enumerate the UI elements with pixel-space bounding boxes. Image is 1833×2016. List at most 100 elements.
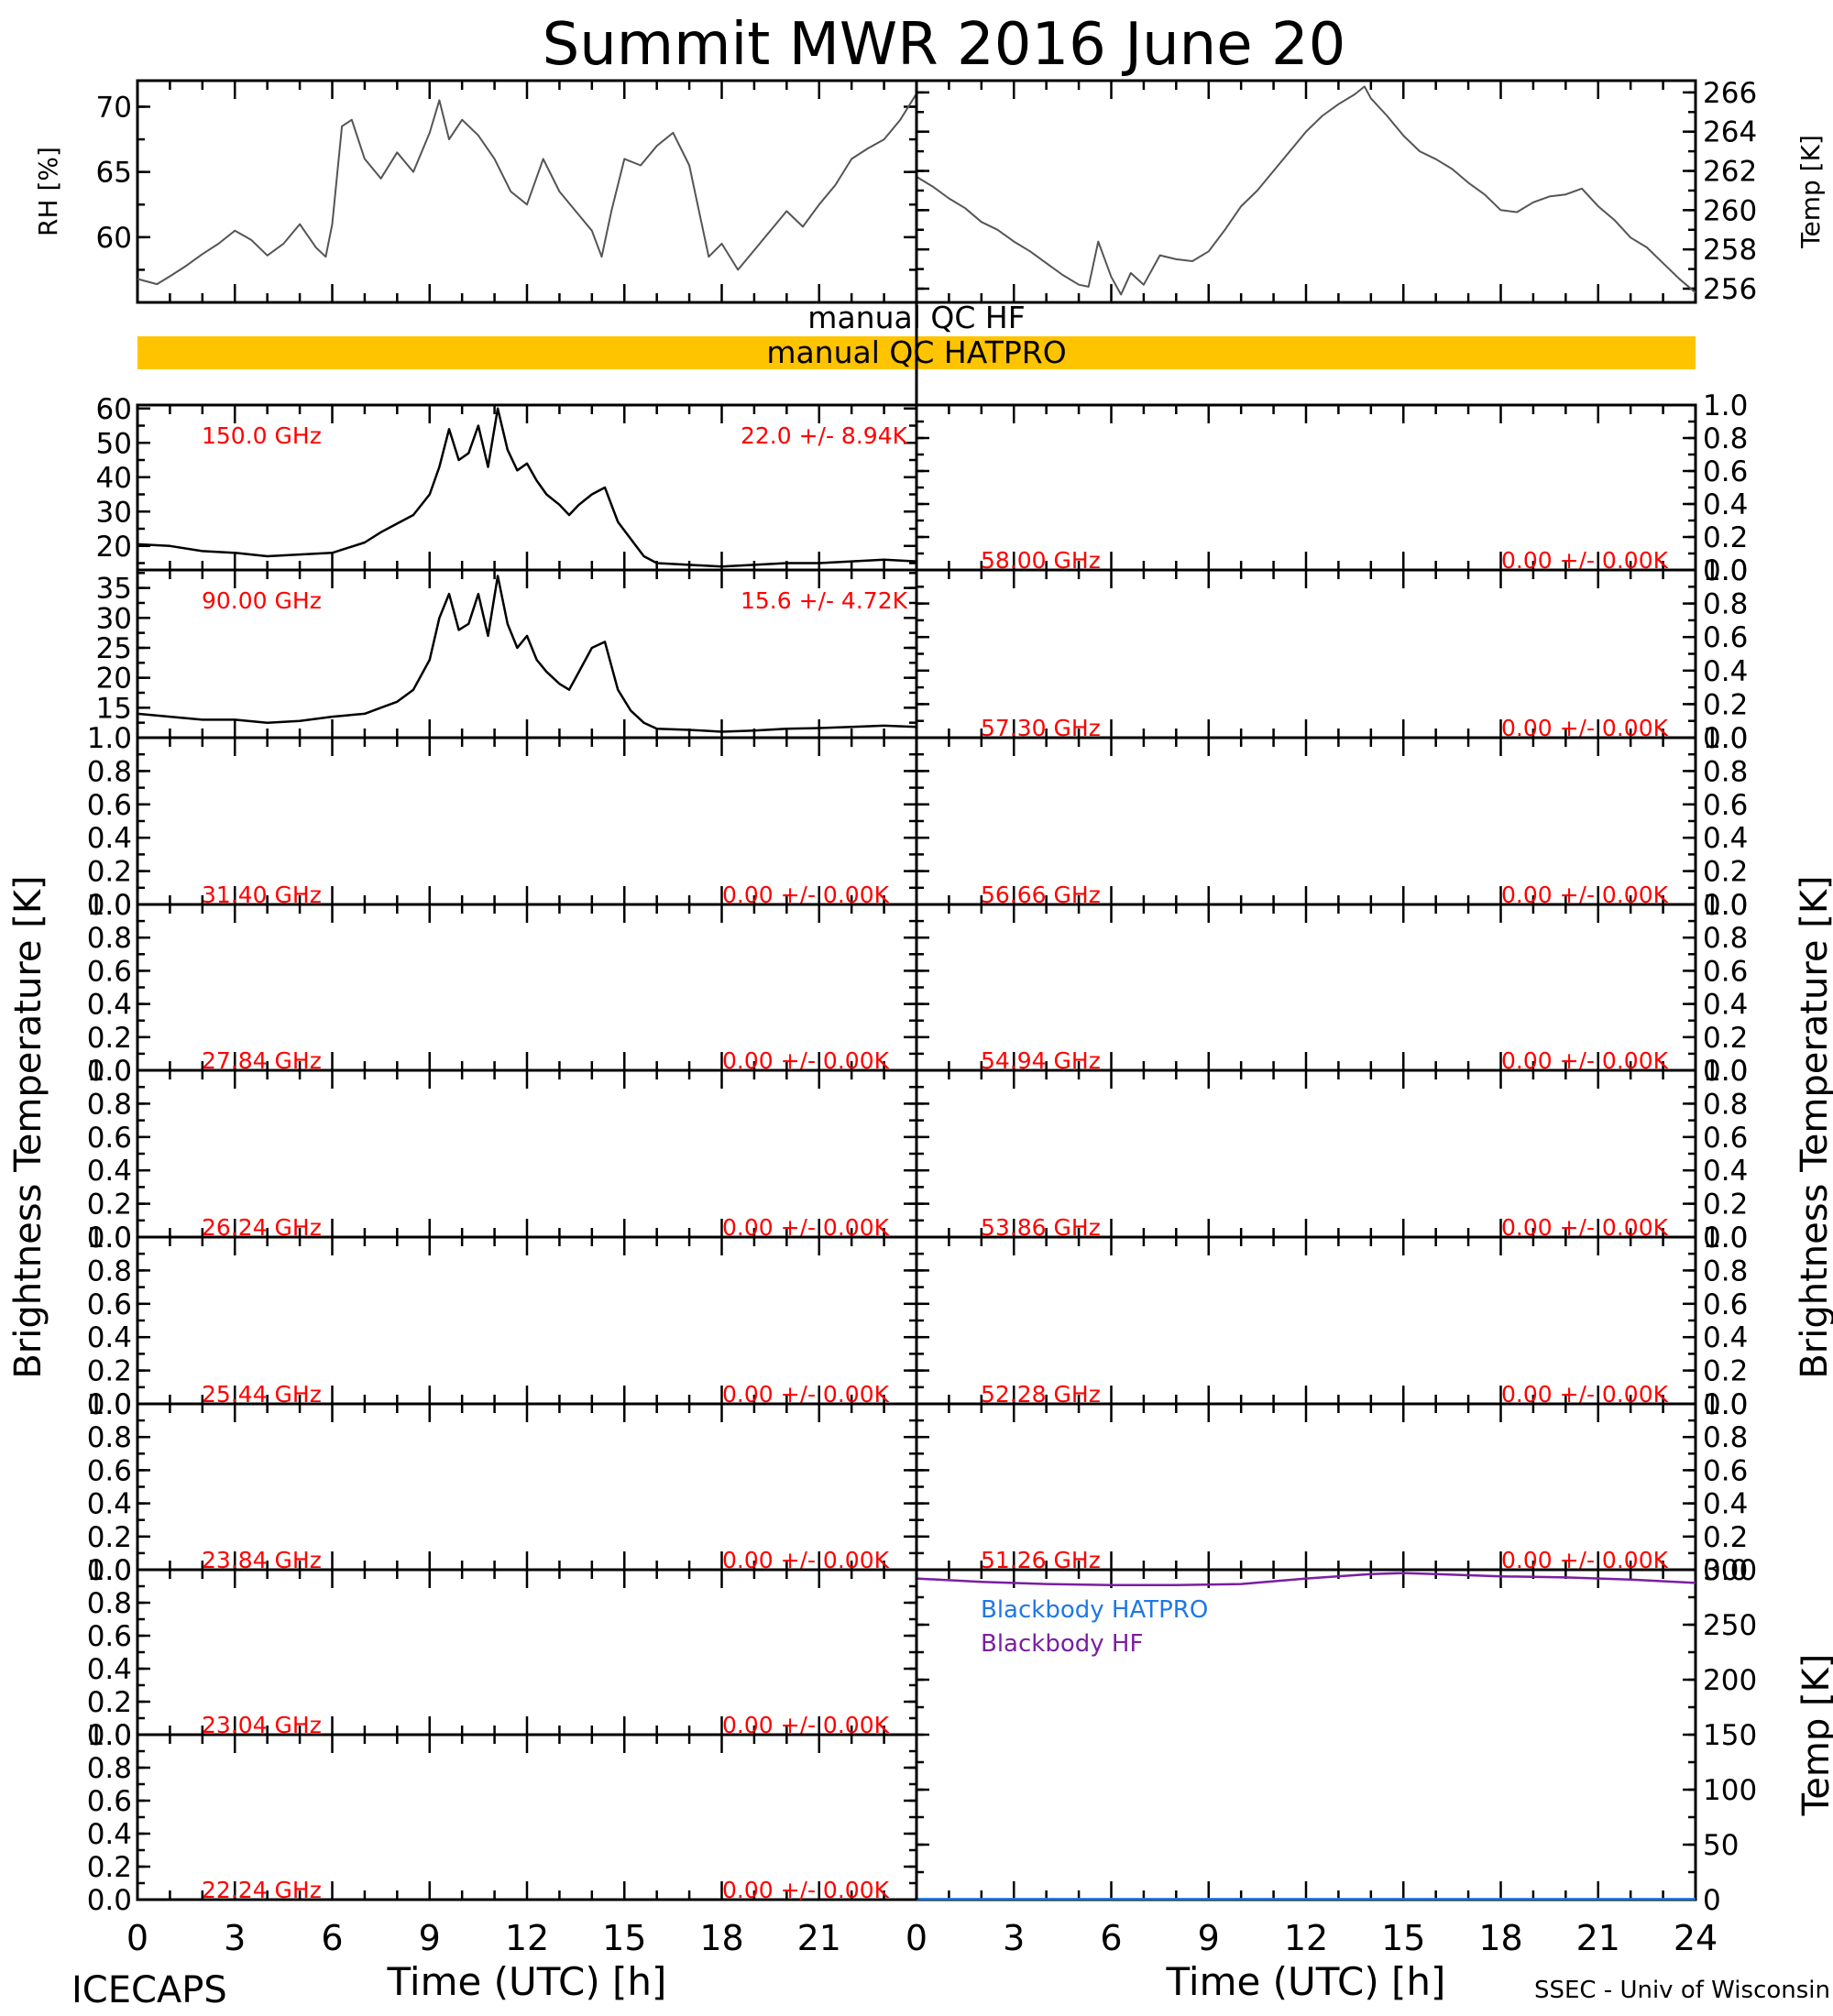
y-tick-label: 0.4 <box>87 989 132 1022</box>
y-tick-label: 0.8 <box>87 1421 132 1454</box>
y-tick-label: 0.0 <box>87 1884 132 1917</box>
y-tick-label: 1.0 <box>1703 1222 1748 1255</box>
x-tick-label: 0 <box>906 1918 927 1958</box>
y-tick-label: 0.4 <box>87 1488 132 1521</box>
y-tick-label: 40 <box>96 462 132 495</box>
y-tick-label: 20 <box>96 663 132 696</box>
y-tick-label: 0.4 <box>1703 1321 1748 1354</box>
left-axis-label: Brightness Temperature [K] <box>7 875 49 1378</box>
y-tick-label: 0.6 <box>1703 455 1748 488</box>
y-tick-label: 1.0 <box>1703 722 1748 755</box>
x-tick-label: 15 <box>602 1918 646 1958</box>
panel-frame <box>136 903 918 1072</box>
y-tick-label: 0 <box>1703 1884 1721 1917</box>
y-tick-label: 0.8 <box>87 1088 132 1121</box>
series-line <box>137 575 917 733</box>
x-tick-label: 18 <box>699 1918 743 1958</box>
x-axis-label-left: Time (UTC) [h] <box>387 1959 667 2004</box>
x-tick-label: 18 <box>1478 1918 1522 1958</box>
y-tick-label: 0.8 <box>1703 422 1748 455</box>
y-tick-label: 1.0 <box>87 722 132 755</box>
y-tick-label: 0.2 <box>1703 1189 1748 1222</box>
y-tick-label: 1.0 <box>1703 554 1748 587</box>
x-tick-label: 15 <box>1381 1918 1425 1958</box>
y-tick-label: 300 <box>1703 1554 1757 1587</box>
stats-label: 0.00 +/- 0.00K <box>722 1877 890 1903</box>
y-tick-label: 1.0 <box>87 1055 132 1088</box>
y-tick-label: 0.4 <box>87 1653 132 1686</box>
y-tick-label: 258 <box>1703 234 1757 267</box>
y-tick-label: 0.4 <box>1703 822 1748 855</box>
y-tick-label: 50 <box>1703 1829 1739 1862</box>
panel-frame <box>915 1235 1697 1406</box>
y-tick-label: 0.6 <box>1703 621 1748 654</box>
panel-temp: 256 258 260 262 264 266 Temp [K] <box>915 77 1826 306</box>
y-tick-label: 0.2 <box>1703 688 1748 721</box>
panel-ch2224: 0.00.20.40.60.81.022.24 GHz 0.00 +/- 0.00… <box>87 1719 918 1917</box>
y-tick-label: 50 <box>96 427 132 460</box>
y-tick-label: 0.4 <box>1703 655 1748 688</box>
y-tick-label: 30 <box>96 602 132 635</box>
y-tick-label: 250 <box>1703 1609 1757 1642</box>
y-tick-label: 0.4 <box>1703 488 1748 521</box>
y-tick-label: 0.4 <box>87 1155 132 1188</box>
panel-frame <box>915 568 1697 740</box>
panel-ch2544: 0.00.20.40.60.81.025.44 GHz 0.00 +/- 0.00… <box>87 1222 918 1421</box>
panel-frame <box>136 1733 918 1901</box>
panel-frame <box>136 79 918 304</box>
channel-label: 90.00 GHz <box>202 587 322 614</box>
y-tick-label: 1.0 <box>87 1719 132 1752</box>
x-tick-label: 12 <box>505 1918 549 1958</box>
panel-frame <box>136 1235 918 1406</box>
x-tick-label: 9 <box>419 1918 441 1958</box>
y-tick-label: 0.8 <box>1703 1088 1748 1121</box>
y-tick-label: 266 <box>1703 77 1757 110</box>
y-tick-label: 0.8 <box>87 1255 132 1287</box>
y-tick-label: 262 <box>1703 156 1757 189</box>
panel-ch3140: 0.00.20.40.60.81.031.40 GHz 0.00 +/- 0.00… <box>87 722 918 922</box>
y-tick-label: 0.8 <box>87 1752 132 1785</box>
y-tick-label: 264 <box>1703 116 1757 149</box>
y-tick-label: 25 <box>96 632 132 665</box>
y-tick-label: 0.8 <box>1703 1421 1748 1454</box>
y-tick-label: 0.0 <box>1703 554 1748 587</box>
y-tick-label: 1.0 <box>1703 1388 1748 1421</box>
y-tick-label: 1.0 <box>87 1388 132 1421</box>
series-line <box>137 407 917 568</box>
panel-ch2304: 0.00.20.40.60.81.023.04 GHz 0.00 +/- 0.00… <box>87 1554 918 1752</box>
y-tick-label: 0.0 <box>87 1055 132 1088</box>
y-tick-label: 1.0 <box>1703 1055 1748 1088</box>
panel-ch5666: 0.00.20.40.60.81.056.66 GHz 0.00 +/- 0.00… <box>915 722 1748 922</box>
y-tick-label: 0.2 <box>1703 521 1748 554</box>
y-tick-label: 0.2 <box>1703 1022 1748 1055</box>
y-tick-label: 0.0 <box>1703 1055 1748 1088</box>
y-tick-label: 0.8 <box>1703 755 1748 788</box>
x-tick-label: 6 <box>1100 1918 1122 1958</box>
y-axis-title: RH [%] <box>33 147 63 236</box>
y-tick-label: 0.0 <box>1703 1554 1748 1587</box>
y-tick-label: 100 <box>1703 1774 1757 1807</box>
y-tick-label: 1.0 <box>87 1222 132 1255</box>
panel-ch2384: 0.00.20.40.60.81.023.84 GHz 0.00 +/- 0.00… <box>87 1388 918 1587</box>
y-tick-label: 0.0 <box>87 1554 132 1587</box>
x-tick-label: 3 <box>224 1918 246 1958</box>
y-tick-label: 0.8 <box>1703 588 1748 621</box>
y-tick-label: 0.8 <box>87 922 132 955</box>
y-tick-label: 0.2 <box>87 856 132 889</box>
y-tick-label: 0.6 <box>87 1454 132 1487</box>
panel-ch5494: 0.00.20.40.60.81.054.94 GHz 0.00 +/- 0.00… <box>915 889 1748 1088</box>
panel-frame <box>136 736 918 906</box>
y-tick-label: 0.2 <box>87 1521 132 1554</box>
panel-ch5800: 0.00.20.40.60.81.058.00 GHz 0.00 +/- 0.00… <box>915 389 1748 587</box>
y-tick-label: 0.4 <box>87 1321 132 1354</box>
series-line <box>137 93 917 286</box>
panel-frame <box>136 1402 918 1572</box>
y-tick-label: 0.2 <box>87 1022 132 1055</box>
y-tick-label: 0.4 <box>1703 1488 1748 1521</box>
y-tick-label: 20 <box>96 531 132 564</box>
series-line <box>916 1572 1696 1587</box>
channel-label: 22.24 GHz <box>202 1877 322 1903</box>
y-tick-label: 200 <box>1703 1664 1757 1697</box>
y-tick-label: 0.2 <box>1703 1521 1748 1554</box>
